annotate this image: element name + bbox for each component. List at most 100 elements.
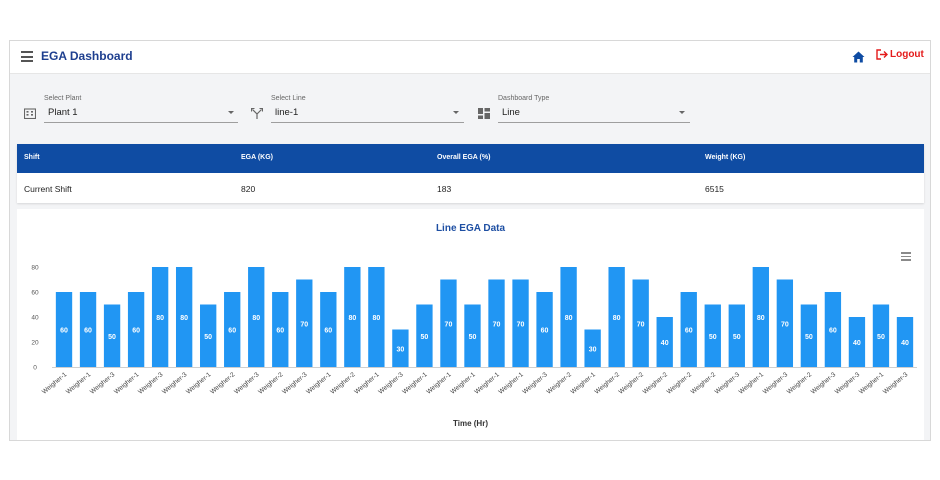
chevron-down-icon — [228, 111, 234, 114]
bar-data-label: 70 — [781, 321, 789, 328]
bar[interactable] — [175, 267, 193, 367]
bar-data-label: 60 — [132, 328, 140, 335]
dashboard-window: EGA Dashboard Logout Select Plant — [9, 40, 931, 441]
bar-data-label: 40 — [901, 340, 909, 347]
hamburger-menu-icon[interactable] — [21, 51, 33, 62]
bar-data-label: 80 — [565, 315, 573, 322]
x-tick-label: Weigher-1 — [858, 371, 886, 396]
home-icon[interactable] — [852, 50, 865, 68]
bar[interactable] — [584, 329, 601, 368]
bar[interactable] — [536, 292, 553, 367]
logout-button[interactable]: Logout — [876, 49, 924, 60]
dashboard-type-underline — [498, 122, 690, 123]
bar[interactable] — [464, 304, 481, 368]
x-tick-label: Weigher-2 — [209, 371, 237, 396]
bar[interactable] — [248, 267, 265, 367]
select-line-label: Select Line — [271, 95, 306, 102]
bar[interactable] — [320, 292, 337, 367]
x-tick-label: Weigher-3 — [281, 371, 309, 396]
bar-data-label: 50 — [733, 334, 741, 341]
x-axis-title: Time (Hr) — [453, 419, 488, 428]
bar-data-label: 80 — [180, 315, 188, 322]
header-ega: EGA (KG) — [241, 154, 274, 161]
bar[interactable] — [632, 279, 649, 368]
cell-shift: Current Shift — [24, 184, 72, 194]
x-tick-label: Weigher-3 — [762, 371, 790, 396]
app-title: EGA Dashboard — [41, 49, 133, 63]
x-tick-label: Weigher-1 — [425, 371, 453, 396]
bar[interactable] — [680, 292, 697, 367]
building-icon — [23, 106, 37, 124]
x-tick-label: Weigher-3 — [714, 371, 742, 396]
chart-menu-icon[interactable] — [901, 252, 911, 263]
bar[interactable] — [416, 304, 433, 368]
x-tick-label: Weigher-1 — [41, 371, 69, 396]
bar[interactable] — [55, 292, 73, 367]
x-tick-label: Weigher-3 — [161, 371, 189, 396]
bar-data-label: 70 — [517, 321, 525, 328]
bar[interactable] — [656, 317, 673, 367]
bar[interactable] — [872, 304, 890, 368]
bar-data-label: 50 — [421, 334, 429, 341]
logout-label: Logout — [890, 49, 924, 60]
bar-data-label: 80 — [613, 315, 621, 322]
bar[interactable] — [103, 304, 121, 368]
x-tick-label: Weigher-1 — [113, 371, 141, 396]
bar-data-label: 50 — [877, 334, 885, 341]
bar-data-label: 50 — [204, 334, 212, 341]
bar[interactable] — [512, 279, 529, 368]
x-tick-label: Weigher-2 — [690, 371, 718, 396]
bar[interactable] — [440, 279, 457, 368]
bar[interactable] — [560, 267, 577, 367]
x-tick-label: Weigher-2 — [786, 371, 814, 396]
bar[interactable] — [344, 267, 361, 367]
x-tick-label: Weigher-2 — [642, 371, 670, 396]
top-app-bar: EGA Dashboard Logout — [10, 41, 930, 74]
bar-data-label: 30 — [589, 346, 597, 353]
select-plant-dropdown[interactable]: Select Plant Plant 1 — [23, 95, 238, 127]
select-plant-underline — [44, 122, 238, 123]
x-tick-label: Weigher-3 — [377, 371, 405, 396]
x-tick-label: Weigher-1 — [185, 371, 213, 396]
bar-data-label: 60 — [829, 328, 837, 335]
bar-data-label: 80 — [372, 315, 380, 322]
header-overall-ega: Overall EGA (%) — [437, 154, 491, 161]
bar-data-label: 50 — [805, 334, 813, 341]
bar[interactable] — [200, 304, 217, 368]
bar[interactable] — [151, 267, 169, 367]
bar[interactable] — [848, 317, 866, 367]
bar[interactable] — [296, 279, 313, 368]
line-ega-chart-card: Line EGA Data 0 20 40 60 80 60 Weigher-1 60 Weig… — [17, 209, 924, 440]
bar-data-label: 80 — [757, 315, 765, 322]
bar[interactable] — [79, 292, 97, 367]
x-tick-label: Weigher-1 — [401, 371, 429, 396]
bar[interactable] — [896, 317, 914, 367]
y-tick-label: 60 — [31, 290, 39, 297]
bar[interactable] — [824, 292, 842, 367]
bar[interactable] — [368, 267, 385, 367]
bar[interactable] — [776, 279, 794, 368]
dashboard-type-value: Line — [502, 107, 520, 118]
bar-data-label: 70 — [445, 321, 453, 328]
chevron-down-icon — [453, 111, 459, 114]
x-tick-label: Weigher-1 — [738, 371, 766, 396]
bar[interactable] — [704, 304, 721, 368]
x-tick-label: Weigher-1 — [497, 371, 525, 396]
bar[interactable] — [272, 292, 289, 367]
x-tick-label: Weigher-3 — [810, 371, 838, 396]
header-shift: Shift — [24, 154, 40, 161]
shift-summary-table: Shift EGA (KG) Overall EGA (%) Weight (K… — [17, 144, 924, 203]
bar[interactable] — [728, 304, 745, 368]
x-tick-label: Weigher-3 — [834, 371, 862, 396]
dashboard-type-dropdown[interactable]: Dashboard Type Line — [478, 95, 690, 127]
bar[interactable] — [752, 267, 769, 367]
bar[interactable] — [488, 279, 505, 368]
bar[interactable] — [392, 329, 409, 368]
bar[interactable] — [224, 292, 241, 367]
table-header-row: Shift EGA (KG) Overall EGA (%) Weight (K… — [17, 144, 924, 173]
select-line-dropdown[interactable]: Select Line line-1 — [250, 95, 464, 127]
x-tick-label: Weigher-1 — [449, 371, 477, 396]
bar[interactable] — [608, 267, 625, 367]
bar[interactable] — [127, 292, 145, 367]
bar[interactable] — [800, 304, 818, 368]
